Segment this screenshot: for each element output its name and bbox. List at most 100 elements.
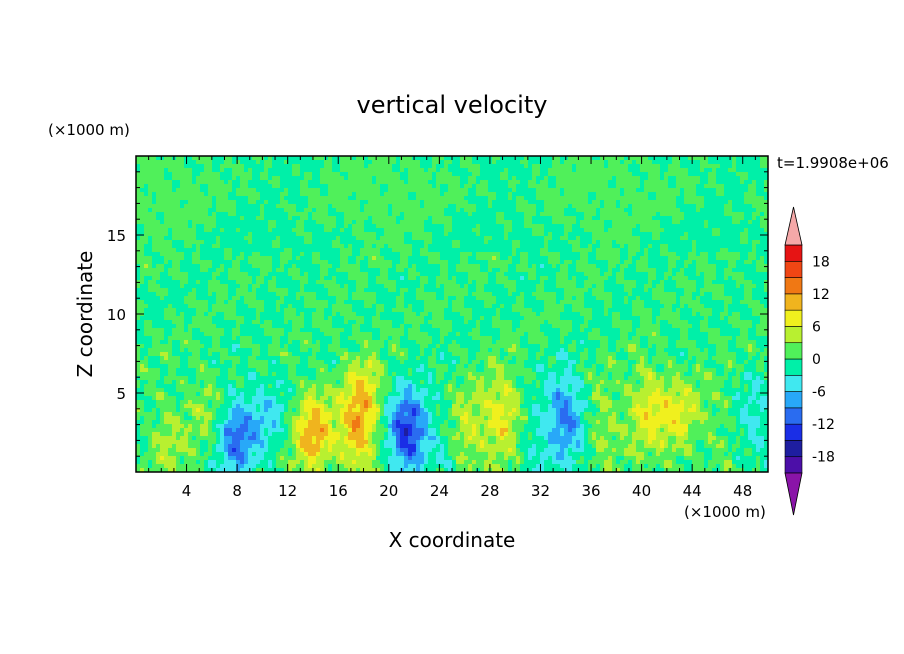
field-cell [492,164,497,169]
field-cell [356,192,361,197]
field-cell [724,268,729,273]
field-cell [344,220,349,225]
field-cell [716,232,721,237]
field-cell [452,264,457,269]
field-cell [428,228,433,233]
field-cell [464,180,469,185]
field-cell [380,212,385,217]
field-cell [676,232,681,237]
field-cell [168,236,173,241]
field-cell [732,248,737,253]
field-cell [536,272,541,277]
field-cell [536,236,541,241]
field-cell [640,268,645,273]
field-cell [456,260,461,265]
field-cell [636,228,641,233]
field-cell [352,180,357,185]
field-cell [468,192,473,197]
field-cell [312,264,317,269]
field-cell [620,224,625,229]
field-cell [604,244,609,249]
field-cell [556,240,561,245]
field-cell [504,240,509,245]
field-cell [372,232,377,237]
field-cell [320,236,325,241]
field-cell [276,272,281,277]
field-cell [728,184,733,189]
field-cell [712,168,717,173]
field-cell [164,156,169,161]
field-cell [340,212,345,217]
field-cell [396,160,401,165]
field-cell [728,208,733,213]
field-cell [436,264,441,269]
field-cell [608,188,613,193]
field-cell [184,188,189,193]
field-cell [620,272,625,277]
field-cell [668,164,673,169]
field-cell [248,180,253,185]
field-cell [760,224,765,229]
field-cell [340,256,345,261]
field-cell [548,220,553,225]
field-cell [488,212,493,217]
field-cell [204,160,209,165]
field-cell [668,244,673,249]
field-cell [644,232,649,237]
field-cell [236,236,241,241]
field-cell [284,164,289,169]
field-cell [200,244,205,249]
field-cell [592,224,597,229]
field-cell [192,236,197,241]
field-cell [528,184,533,189]
field-cell [248,160,253,165]
field-cell [628,228,633,233]
field-cell [184,176,189,181]
field-cell [548,200,553,205]
field-cell [196,232,201,237]
field-cell [472,208,477,213]
field-cell [276,228,281,233]
field-cell [420,268,425,273]
field-cell [468,188,473,193]
field-cell [380,276,385,281]
field-cell [164,232,169,237]
field-cell [544,216,549,221]
field-cell [568,272,573,277]
field-cell [136,236,141,241]
field-cell [580,264,585,269]
field-cell [256,224,261,229]
field-cell [588,164,593,169]
field-cell [764,232,768,237]
field-cell [540,176,545,181]
field-cell [576,224,581,229]
field-cell [608,240,613,245]
field-cell [720,232,725,237]
field-cell [220,252,225,257]
field-cell [432,276,437,281]
field-cell [584,260,589,265]
field-cell [148,272,153,277]
field-cell [144,248,149,253]
field-cell [412,240,417,245]
field-cell [352,240,357,245]
field-cell [492,168,497,173]
field-cell [592,240,597,245]
field-cell [220,244,225,249]
field-cell [700,176,705,181]
field-cell [704,164,709,169]
field-cell [764,192,768,197]
field-cell [608,212,613,217]
field-cell [328,212,333,217]
field-cell [252,236,257,241]
field-cell [388,268,393,273]
field-cell [292,204,297,209]
field-cell [740,204,745,209]
field-cell [424,172,429,177]
field-cell [232,212,237,217]
field-cell [424,180,429,185]
field-cell [568,220,573,225]
field-cell [172,280,177,285]
field-cell [272,168,277,173]
field-cell [544,204,549,209]
